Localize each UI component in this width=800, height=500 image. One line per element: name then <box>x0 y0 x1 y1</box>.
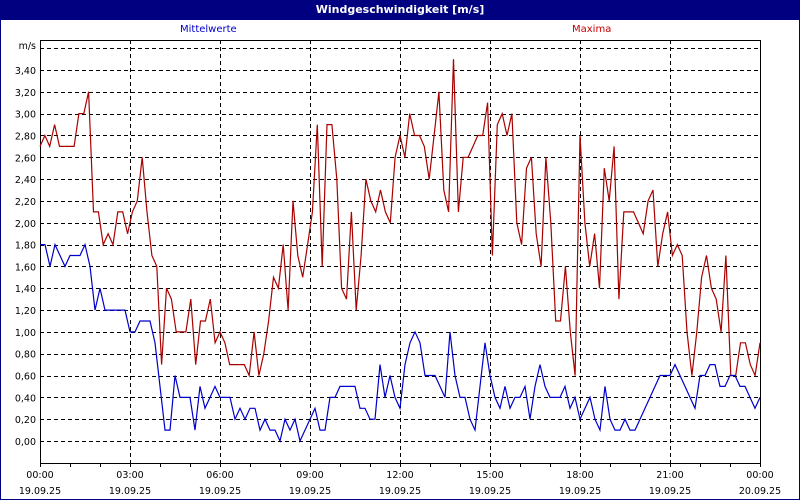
y-tick-label: 2,00 <box>15 219 36 230</box>
series-line-maxima <box>39 59 761 378</box>
x-tick-date: 19.09.25 <box>379 486 421 497</box>
x-tick-date: 19.09.25 <box>199 486 241 497</box>
x-tick-time: 03:00 <box>116 470 143 481</box>
y-tick-label: 2,60 <box>15 153 36 164</box>
y-tick-label: 0,60 <box>15 372 36 383</box>
axes: 0,00 0,20 0,40 0,60 0,80 1,00 1,20 1,40 1,60 1,80… <box>15 40 781 497</box>
y-tick-label: 1,60 <box>15 262 36 273</box>
x-tick-date: 19.09.25 <box>649 486 691 497</box>
y-tick-label: 1,20 <box>15 306 36 317</box>
y-tick-label: 1,80 <box>15 241 36 252</box>
x-tick-time: 00:00 <box>746 470 773 481</box>
legend-max: Maxima <box>572 24 612 35</box>
data-series <box>39 59 761 443</box>
x-tick-date: 19.09.25 <box>559 486 601 497</box>
y-tick-label: 0,40 <box>15 393 36 404</box>
x-tick-time: 21:00 <box>656 470 683 481</box>
x-tick-date: 19.09.25 <box>469 486 511 497</box>
x-tick-time: 09:00 <box>296 470 323 481</box>
x-tick-time: 06:00 <box>206 470 233 481</box>
x-tick-time: 12:00 <box>386 470 413 481</box>
x-tick-date: 19.09.25 <box>19 486 61 497</box>
y-tick-label: 1,40 <box>15 284 36 295</box>
x-tick-time: 00:00 <box>26 470 53 481</box>
y-tick-label: 3,20 <box>15 88 36 99</box>
y-tick-label: 0,20 <box>15 415 36 426</box>
chart-title: Windgeschwindigkeit [m/s] <box>0 0 800 20</box>
x-tick-date: 19.09.25 <box>109 486 151 497</box>
y-tick-label: 3,40 <box>15 66 36 77</box>
series-line-mittelwerte <box>40 242 761 443</box>
legend-mean: Mittelwerte <box>180 24 237 35</box>
y-tick-label: 0,00 <box>15 437 36 448</box>
y-tick-label: 2,40 <box>15 175 36 186</box>
grid-lines <box>40 40 760 463</box>
y-tick-label: 2,20 <box>15 197 36 208</box>
x-tick-time: 18:00 <box>566 470 593 481</box>
y-tick-label: 1,00 <box>15 328 36 339</box>
x-tick-date: 19.09.25 <box>289 486 331 497</box>
x-tick-time: 15:00 <box>476 470 503 481</box>
y-tick-label: 0,80 <box>15 350 36 361</box>
y-tick-label: 3,00 <box>15 110 36 121</box>
x-tick-date: 20.09.25 <box>739 486 781 497</box>
y-tick-label: 2,80 <box>15 131 36 142</box>
y-axis-unit: m/s <box>19 41 36 52</box>
